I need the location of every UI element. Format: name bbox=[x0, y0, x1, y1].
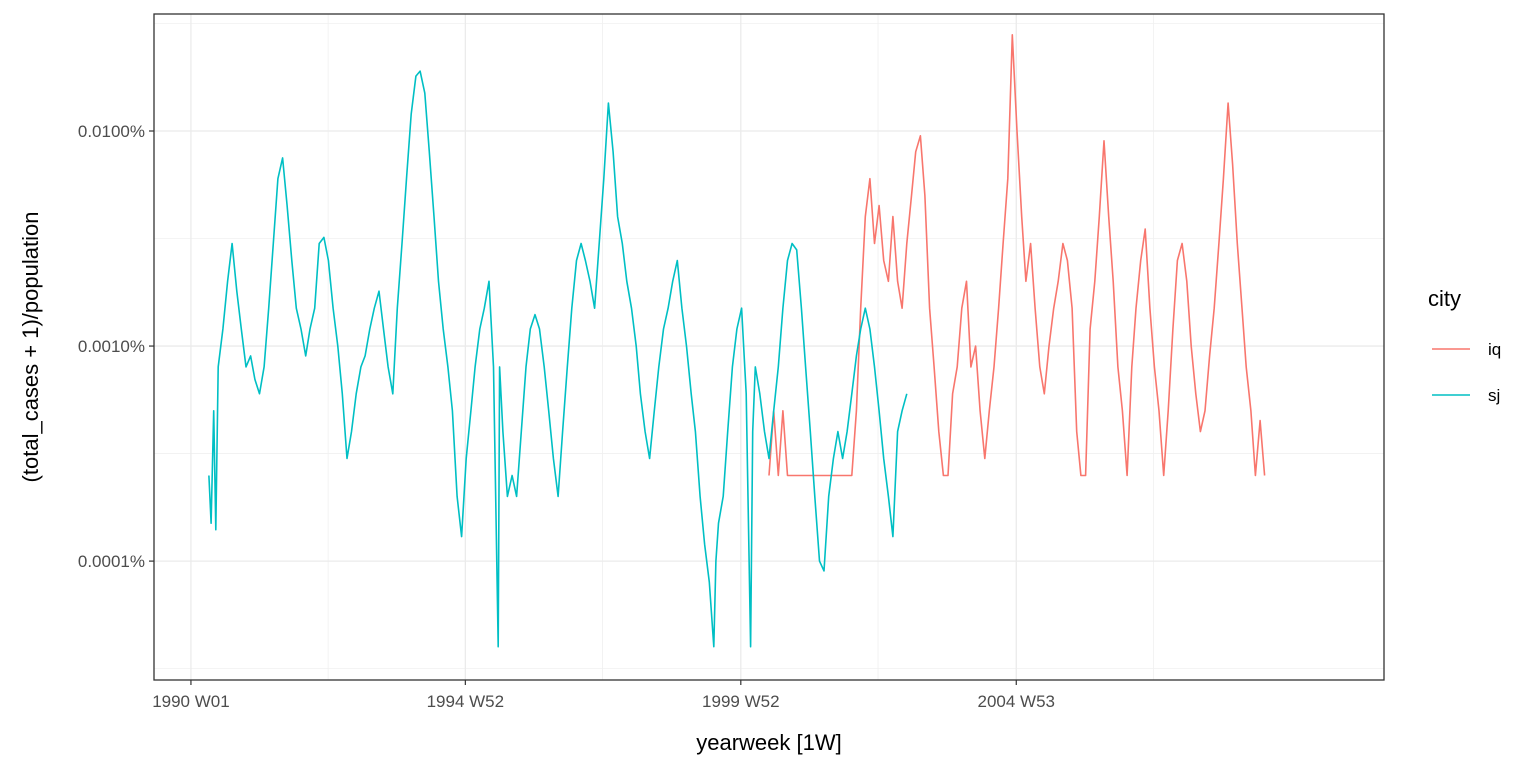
legend-items: iq sj bbox=[1432, 340, 1501, 405]
series-line-iq bbox=[768, 34, 1266, 477]
plot-border bbox=[153, 13, 1385, 681]
y-tick-label: 0.0010% bbox=[78, 337, 145, 356]
x-tick-label: 1994 W52 bbox=[427, 692, 505, 711]
x-tick-label: 2004 W53 bbox=[978, 692, 1056, 711]
x-axis-title: yearweek [1W] bbox=[696, 730, 842, 755]
legend: city iq sj bbox=[1428, 286, 1501, 405]
y-tick-label: 0.0100% bbox=[78, 122, 145, 141]
x-tick-label: 1999 W52 bbox=[702, 692, 780, 711]
legend-label-iq: iq bbox=[1488, 340, 1501, 359]
y-axis: 0.0001% 0.0010% 0.0100% bbox=[78, 122, 154, 571]
y-tick-label: 0.0001% bbox=[78, 552, 145, 571]
grid bbox=[154, 14, 1384, 680]
legend-label-sj: sj bbox=[1488, 386, 1500, 405]
legend-title: city bbox=[1428, 286, 1461, 311]
series-line-sj bbox=[208, 70, 908, 648]
x-tick-label: 1990 W01 bbox=[152, 692, 230, 711]
plot-background bbox=[154, 14, 1384, 680]
series-layer bbox=[208, 34, 1266, 648]
y-axis-title: (total_cases + 1)/population bbox=[18, 212, 43, 483]
x-axis: 1990 W01 1994 W52 1999 W52 2004 W53 bbox=[152, 680, 1055, 711]
